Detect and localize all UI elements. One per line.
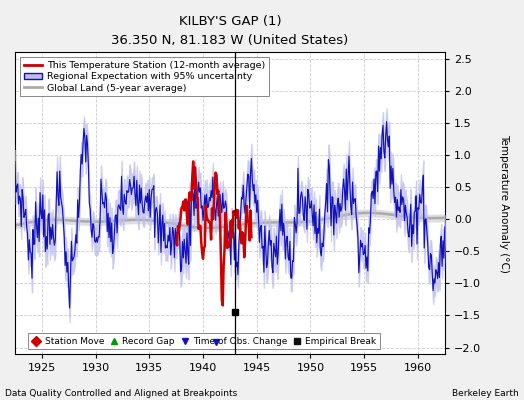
Text: Berkeley Earth: Berkeley Earth (452, 389, 519, 398)
Text: Data Quality Controlled and Aligned at Breakpoints: Data Quality Controlled and Aligned at B… (5, 389, 237, 398)
Title: KILBY'S GAP (1)
36.350 N, 81.183 W (United States): KILBY'S GAP (1) 36.350 N, 81.183 W (Unit… (111, 15, 348, 47)
Legend: Station Move, Record Gap, Time of Obs. Change, Empirical Break: Station Move, Record Gap, Time of Obs. C… (28, 333, 380, 350)
Y-axis label: Temperature Anomaly (°C): Temperature Anomaly (°C) (499, 134, 509, 272)
